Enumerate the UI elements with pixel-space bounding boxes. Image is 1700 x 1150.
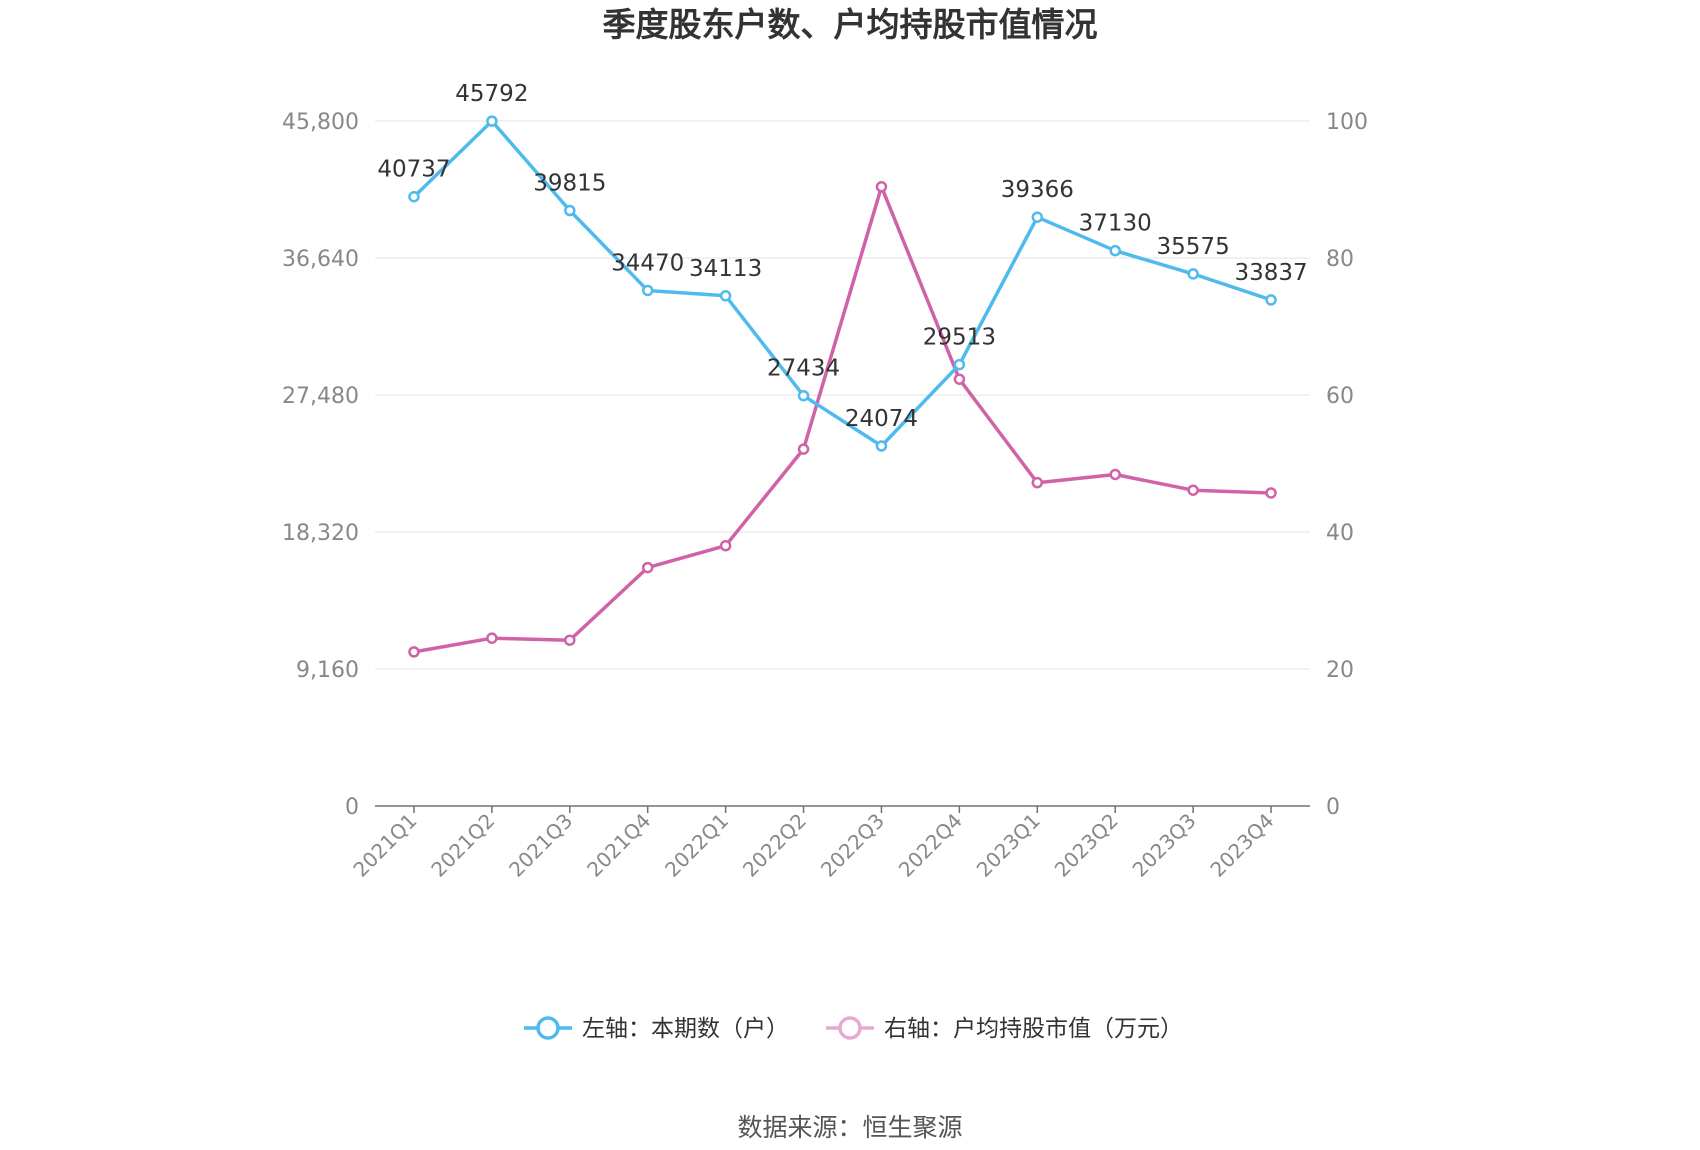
- holders-count-point[interactable]: [641, 284, 654, 297]
- holders-count-series-line: [412, 119, 1272, 448]
- data-label: 24074: [845, 406, 918, 432]
- holders-count-point[interactable]: [1109, 244, 1121, 257]
- legend-swatch-marker: [838, 1016, 862, 1040]
- right-axis-tick-label: 60: [1326, 384, 1354, 409]
- holders-count-point[interactable]: [1187, 268, 1199, 280]
- x-axis-tick-label: 2022Q1: [660, 809, 733, 882]
- x-axis-tick-label: 2021Q4: [582, 809, 655, 882]
- x-axis-tick-label: 2023Q2: [1050, 809, 1123, 882]
- x-axis-tick-label: 2022Q2: [738, 809, 811, 882]
- data-label: 45792: [455, 81, 528, 107]
- avg-holding-value-point[interactable]: [953, 373, 966, 385]
- x-axis-tick-label: 2023Q3: [1128, 809, 1201, 882]
- holders-count-point[interactable]: [875, 440, 888, 452]
- data-label: 39366: [1001, 177, 1074, 203]
- avg-holding-value-point[interactable]: [1265, 487, 1277, 499]
- left-axis-tick-label: 18,320: [282, 521, 359, 546]
- x-axis-tick-label: 2021Q2: [426, 809, 499, 882]
- x-axis-tick-label: 2023Q4: [1205, 809, 1278, 882]
- data-label: 34470: [611, 250, 684, 276]
- x-axis-tick-label: 2021Q1: [348, 809, 421, 882]
- avg-holding-value-point[interactable]: [408, 646, 420, 658]
- left-axis-tick-label: 36,640: [282, 247, 359, 272]
- data-label: 27434: [767, 356, 840, 382]
- right-axis-tick-label: 40: [1326, 521, 1354, 546]
- avg-holding-value-point[interactable]: [486, 632, 498, 644]
- avg-holding-value-point[interactable]: [641, 561, 654, 574]
- x-axis-tick-label: 2023Q1: [972, 809, 1045, 882]
- avg-holding-value-point[interactable]: [1187, 484, 1199, 496]
- series-layer: [408, 115, 1277, 658]
- avg-holding-value-point[interactable]: [719, 539, 732, 552]
- x-axis-tick-label: 2022Q4: [894, 809, 967, 882]
- legend-label: 右轴：户均持股市值（万元）: [884, 1016, 1183, 1042]
- data-label: 33837: [1234, 260, 1307, 286]
- holders-count-point[interactable]: [408, 190, 420, 203]
- holders-count-point[interactable]: [486, 115, 498, 127]
- legend-label: 左轴：本期数（户）: [582, 1016, 789, 1042]
- holders-count-point[interactable]: [719, 290, 732, 302]
- right-axis-tick-label: 0: [1326, 795, 1340, 820]
- avg-holding-value-series-line: [413, 185, 1272, 654]
- holders-count-point[interactable]: [1031, 211, 1044, 223]
- left-axis-tick-label: 9,160: [296, 658, 359, 683]
- left-axis-tick-label: 45,800: [282, 110, 359, 135]
- avg-holding-value-point[interactable]: [1109, 468, 1121, 481]
- data-label: 39815: [533, 171, 606, 197]
- avg-holding-value-point[interactable]: [875, 181, 888, 193]
- chart-title: 季度股东户数、户均持股市值情况: [603, 5, 1098, 44]
- avg-holding-value-point[interactable]: [564, 634, 576, 646]
- holders-count-point[interactable]: [797, 389, 810, 402]
- data-label: 37130: [1079, 211, 1152, 237]
- data-label: 35575: [1157, 234, 1230, 260]
- holders-count-point[interactable]: [564, 204, 576, 217]
- left-axis-tick-label: 0: [345, 795, 359, 820]
- holders-count-point[interactable]: [953, 358, 966, 371]
- avg-holding-value-point[interactable]: [797, 443, 810, 455]
- avg-holding-value-point[interactable]: [1031, 476, 1044, 489]
- x-axis-tick-label: 2021Q3: [504, 809, 577, 882]
- legend[interactable]: 左轴：本期数（户） 右轴：户均持股市值（万元）: [524, 1016, 1183, 1042]
- legend-swatch-marker: [536, 1016, 560, 1040]
- axis-layer: 0 0 9,160 20 18,320 40 27,480 60 36,640 80 45,800 1…: [282, 110, 1368, 882]
- data-label: 40737: [377, 157, 450, 183]
- right-axis-tick-label: 100: [1326, 110, 1368, 135]
- data-label: 34113: [689, 256, 762, 282]
- data-label: 29513: [923, 325, 996, 351]
- left-axis-tick-label: 27,480: [282, 384, 359, 409]
- source-text: 数据来源：恒生聚源: [737, 1113, 962, 1142]
- legend-item[interactable]: 左轴：本期数（户）: [524, 1016, 789, 1042]
- x-axis-tick-label: 2022Q3: [816, 809, 889, 882]
- right-axis-tick-label: 20: [1326, 658, 1354, 683]
- grid-layer: [375, 120, 1310, 670]
- right-axis-tick-label: 80: [1326, 247, 1354, 272]
- legend-item[interactable]: 右轴：户均持股市值（万元）: [826, 1016, 1183, 1042]
- holders-count-point[interactable]: [1265, 294, 1277, 306]
